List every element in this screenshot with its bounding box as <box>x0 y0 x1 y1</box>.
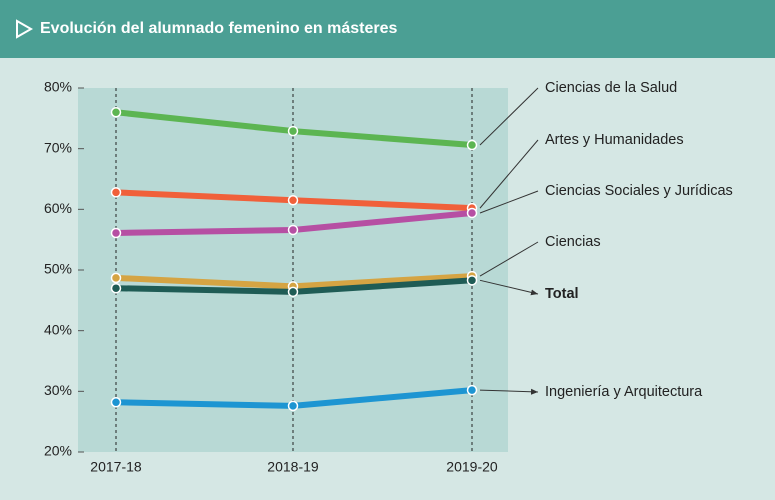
data-point <box>287 286 299 298</box>
leader-line <box>479 139 539 209</box>
data-point <box>110 187 122 198</box>
header-icon <box>16 19 34 39</box>
header-bar <box>0 0 775 58</box>
data-point <box>110 272 122 284</box>
y-tick-label: 40% <box>44 321 72 337</box>
data-point <box>466 207 478 219</box>
data-point <box>287 224 299 236</box>
leader-line <box>479 241 539 277</box>
x-tick-label: 2018-19 <box>267 459 319 475</box>
x-tick-label: 2017-18 <box>90 459 142 475</box>
data-point <box>110 282 122 294</box>
data-point <box>466 275 478 286</box>
y-tick-label: 30% <box>44 382 72 398</box>
leader-line <box>479 190 539 214</box>
y-tick-label: 60% <box>44 200 72 216</box>
chart-title: Evolución del alumnado femenino en máste… <box>40 20 398 37</box>
legend-label: Ciencias de la Salud <box>545 80 677 96</box>
legend-label: Ingeniería y Arquitectura <box>545 384 703 400</box>
data-point <box>287 400 299 412</box>
y-tick-label: 20% <box>44 443 72 459</box>
data-point <box>466 139 478 151</box>
data-point <box>466 384 478 396</box>
data-point <box>287 125 299 137</box>
data-point <box>110 227 122 239</box>
leader-line <box>479 87 539 146</box>
data-point <box>287 194 299 206</box>
legend-label: Total <box>545 286 579 302</box>
y-tick-label: 80% <box>44 79 72 95</box>
legend-label: Ciencias <box>545 234 601 250</box>
x-tick-label: 2019-20 <box>446 459 498 475</box>
data-point <box>110 397 122 408</box>
y-tick-label: 70% <box>44 139 72 155</box>
y-tick-label: 50% <box>44 261 72 277</box>
legend-label: Ciencias Sociales y Jurídicas <box>545 183 733 199</box>
legend-label: Artes y Humanidades <box>545 132 684 148</box>
leader-line <box>479 279 539 296</box>
data-point <box>110 107 122 118</box>
leader-line <box>479 388 539 395</box>
